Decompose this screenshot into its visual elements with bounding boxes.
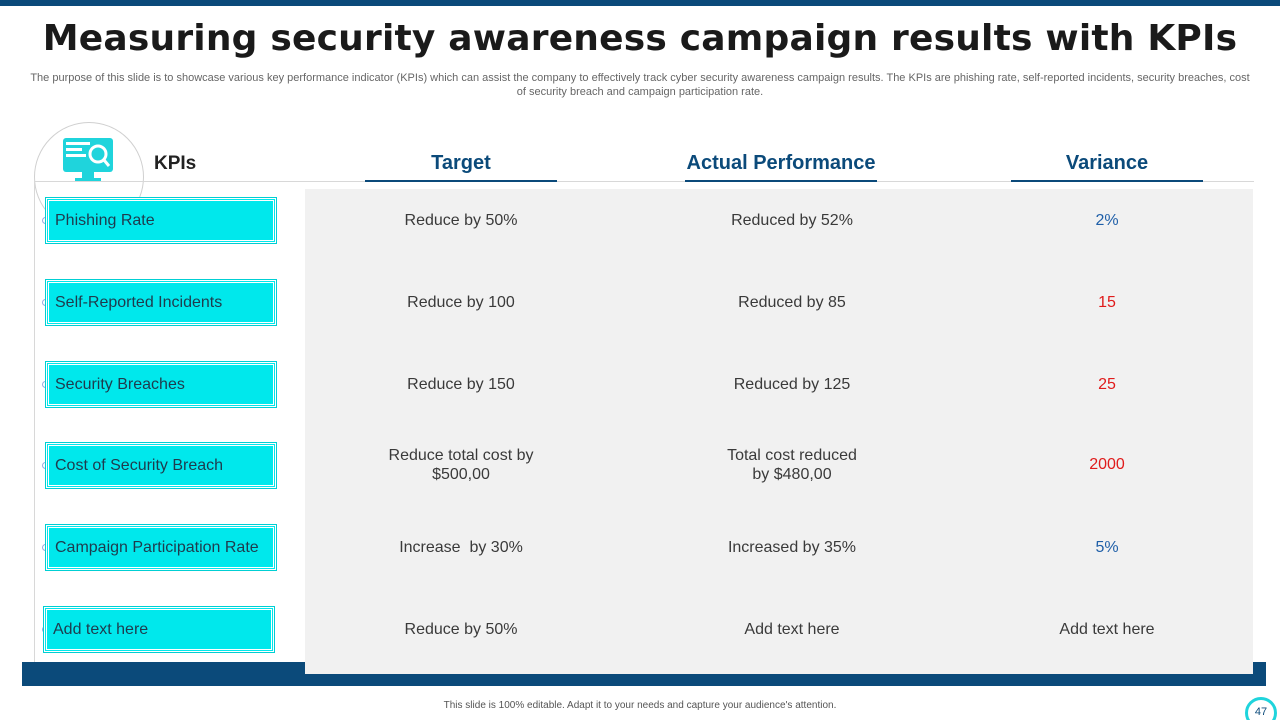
- actual-header-underline: [685, 180, 877, 182]
- variance-cell: 2000: [1089, 456, 1125, 473]
- kpi-label-cost-of-security-breach: Cost of Security Breach: [45, 442, 277, 489]
- kpi-label-add-text: Add text here: [43, 606, 275, 653]
- target-header-underline: [365, 180, 557, 182]
- top-accent-bar: [0, 0, 1280, 6]
- kpi-label-phishing-rate: Phishing Rate: [45, 197, 277, 244]
- kpis-header: KPIs: [154, 153, 197, 174]
- variance-header: Variance: [1065, 152, 1149, 174]
- actual-performance-header: Actual Performance: [686, 152, 876, 174]
- kpi-label-security-breaches: Security Breaches: [45, 361, 277, 408]
- actual-cell: Add text here: [744, 621, 840, 638]
- target-cell: Reduce by 50%: [404, 621, 518, 638]
- page-number: 47: [1245, 697, 1277, 720]
- target-cell: Reduce by 150: [407, 376, 515, 393]
- variance-cell: Add text here: [1059, 621, 1155, 638]
- left-divider: [34, 181, 35, 664]
- variance-cell: 2%: [1095, 212, 1119, 229]
- actual-cell: Total cost reduced by $480,00: [727, 447, 857, 483]
- kpi-label-campaign-participation-rate: Campaign Participation Rate: [45, 524, 277, 571]
- actual-cell: Increased by 35%: [727, 539, 857, 556]
- monitor-search-icon: [63, 138, 113, 181]
- target-cell: Reduce total cost by $500,00: [388, 447, 534, 483]
- target-cell: Reduce by 50%: [404, 212, 518, 229]
- slide-footer: This slide is 100% editable. Adapt it to…: [443, 700, 837, 711]
- kpi-label-self-reported-incidents: Self-Reported Incidents: [45, 279, 277, 326]
- actual-cell: Reduced by 52%: [731, 212, 853, 229]
- target-header: Target: [431, 152, 491, 174]
- actual-cell: Reduced by 85: [738, 294, 846, 311]
- slide-subtitle: The purpose of this slide is to showcase…: [30, 72, 1250, 98]
- variance-cell: 15: [1098, 294, 1116, 311]
- variance-cell: 25: [1098, 376, 1116, 393]
- variance-header-underline: [1011, 180, 1203, 182]
- actual-cell: Reduced by 125: [733, 376, 851, 393]
- slide-title: Measuring security awareness campaign re…: [42, 18, 1238, 59]
- table-body-background: [305, 189, 1253, 674]
- header-divider: [34, 181, 1254, 182]
- target-cell: Reduce by 100: [407, 294, 515, 311]
- target-cell: Increase by 30%: [399, 539, 523, 556]
- variance-cell: 5%: [1095, 539, 1119, 556]
